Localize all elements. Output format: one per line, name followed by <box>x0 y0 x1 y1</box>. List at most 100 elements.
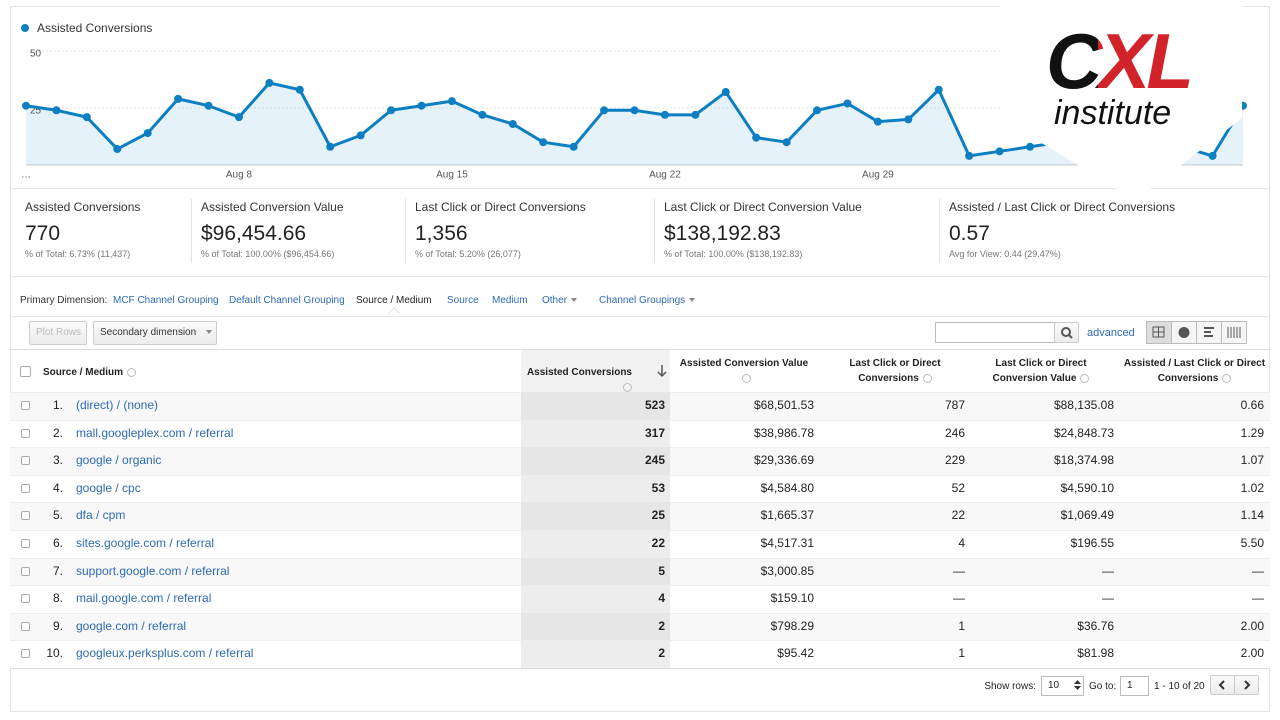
column-header-text: Last Click or Direct Conversion Value <box>992 358 1087 384</box>
row-checkbox[interactable] <box>21 649 30 659</box>
sorted-cell-bg <box>521 530 670 558</box>
metric-cell: — <box>953 563 965 578</box>
scorecard-note: % of Total: 6.73% (11,437) <box>25 249 131 259</box>
next-page-button[interactable] <box>1234 675 1259 695</box>
caret <box>206 330 213 335</box>
dimension-option[interactable]: Channel Groupings <box>599 295 696 306</box>
source-medium-link[interactable]: google / cpc <box>76 480 141 495</box>
help-icon[interactable] <box>741 373 751 383</box>
row-checkbox[interactable] <box>21 621 30 631</box>
row-index: 2. <box>52 425 63 440</box>
sort-arrow[interactable] <box>657 364 667 383</box>
help-icon[interactable] <box>1222 373 1232 383</box>
search-button[interactable] <box>1054 322 1079 343</box>
row-checkbox[interactable] <box>21 428 30 438</box>
source-medium-link[interactable]: support.google.com / referral <box>76 563 230 578</box>
help-icon[interactable] <box>127 367 137 377</box>
view-switcher[interactable] <box>1146 321 1248 345</box>
goto-input[interactable]: 1 <box>1120 676 1149 696</box>
point <box>326 142 335 151</box>
point <box>782 138 791 147</box>
row-checkbox[interactable] <box>21 511 30 521</box>
sorted-cell-bg <box>521 612 670 641</box>
dimension-option-text: Medium <box>492 295 528 306</box>
dimension-option[interactable]: Source <box>447 295 479 306</box>
advanced-link[interactable]: advanced <box>1087 327 1135 339</box>
prev-page-button[interactable] <box>1210 675 1235 695</box>
metric-cell: 5.50 <box>1240 536 1264 550</box>
scorecard-label: Last Click or Direct Conversion Value <box>664 200 862 214</box>
metric-cell: $159.10 <box>770 591 814 606</box>
secondary-dimension-button[interactable]: Secondary dimension <box>93 321 217 345</box>
metric-cell: 245 <box>644 453 665 468</box>
column-header[interactable]: Assisted / Last Click or Direct Conversi… <box>1122 356 1267 386</box>
help-icon[interactable] <box>623 382 632 392</box>
show-rows-select[interactable]: 10 <box>1041 676 1084 696</box>
row-checkbox[interactable] <box>21 401 30 410</box>
search-input[interactable] <box>935 322 1055 343</box>
metric-cell: 2 <box>658 618 665 633</box>
divider <box>10 188 1270 189</box>
dimension-option[interactable]: Medium <box>492 295 528 306</box>
source-medium-link[interactable]: google / organic <box>76 453 162 468</box>
metric-cell: — <box>1102 563 1114 578</box>
row-checkbox[interactable] <box>21 594 30 604</box>
metric-cell: 229 <box>944 453 965 468</box>
x-tick-label: Aug 8 <box>226 170 253 181</box>
goto-label: Go to: <box>1089 681 1117 692</box>
column-header[interactable]: Last Click or Direct Conversions <box>843 356 947 386</box>
row-checkbox[interactable] <box>21 539 30 548</box>
source-medium-link[interactable]: google.com / referral <box>76 618 187 633</box>
column-header[interactable]: Source / Medium <box>43 365 137 380</box>
column-header[interactable]: Assisted Conversion Value <box>672 356 816 386</box>
metric-cell: 4 <box>658 591 665 606</box>
legend-label: Assisted Conversions <box>37 21 152 35</box>
metric-cell: 2 <box>658 646 665 661</box>
row-checkbox[interactable] <box>21 483 30 493</box>
dimension-option[interactable]: Default Channel Grouping <box>229 295 345 306</box>
point <box>630 106 639 115</box>
source-medium-link[interactable]: sites.google.com / referral <box>76 536 215 550</box>
row-checkbox[interactable] <box>21 456 30 466</box>
sort-arrow-icon <box>657 365 667 378</box>
source-medium-link[interactable]: dfa / cpm <box>76 508 126 523</box>
point <box>143 129 152 138</box>
source-medium-link[interactable]: mall.googleplex.com / referral <box>76 425 234 440</box>
scorecard-label: Assisted Conversions <box>25 200 141 214</box>
dimension-option[interactable]: Other <box>542 295 578 306</box>
point <box>813 106 822 115</box>
scorecard-value: $96,454.66 <box>201 222 307 245</box>
help-icon[interactable] <box>922 373 932 383</box>
dimension-option[interactable]: MCF Channel Grouping <box>113 295 219 306</box>
header-checkbox[interactable] <box>20 366 31 377</box>
row-index: 9. <box>52 618 63 633</box>
point <box>265 78 274 87</box>
column-header[interactable]: Assisted Conversions <box>520 365 632 395</box>
source-medium-link[interactable]: mail.google.com / referral <box>76 591 212 606</box>
metric-cell: $95.42 <box>777 646 814 661</box>
table-border <box>10 349 1270 350</box>
metric-cell: $798.29 <box>770 618 814 633</box>
column-header[interactable]: Last Click or Direct Conversion Value <box>988 356 1094 386</box>
metric-cell: 2.00 <box>1240 646 1264 661</box>
source-medium-link[interactable]: googleux.perksplus.com / referral <box>76 646 254 661</box>
point <box>113 145 122 154</box>
point <box>234 113 243 122</box>
goto-value: 1 <box>1127 680 1133 691</box>
point <box>508 119 517 128</box>
metric-cell: $29,336.69 <box>753 453 814 468</box>
dimension-option-text: Channel Groupings <box>599 295 686 306</box>
plot-rows-button[interactable]: Plot Rows <box>29 321 87 345</box>
metric-cell: 22 <box>951 508 965 523</box>
row-checkbox[interactable] <box>21 566 30 576</box>
row-index: 7. <box>52 563 63 578</box>
select-arrows-icon <box>1074 680 1081 690</box>
sorted-cell-bg <box>521 392 670 420</box>
help-icon[interactable] <box>1080 373 1090 383</box>
point <box>539 138 548 147</box>
metric-cell: $18,374.98 <box>1053 453 1114 468</box>
dimension-option-text: Source / Medium <box>356 295 432 306</box>
source-medium-link[interactable]: (direct) / (none) <box>76 398 159 412</box>
dimension-option[interactable]: Source / Medium <box>356 295 432 306</box>
metric-cell: 523 <box>644 398 665 412</box>
